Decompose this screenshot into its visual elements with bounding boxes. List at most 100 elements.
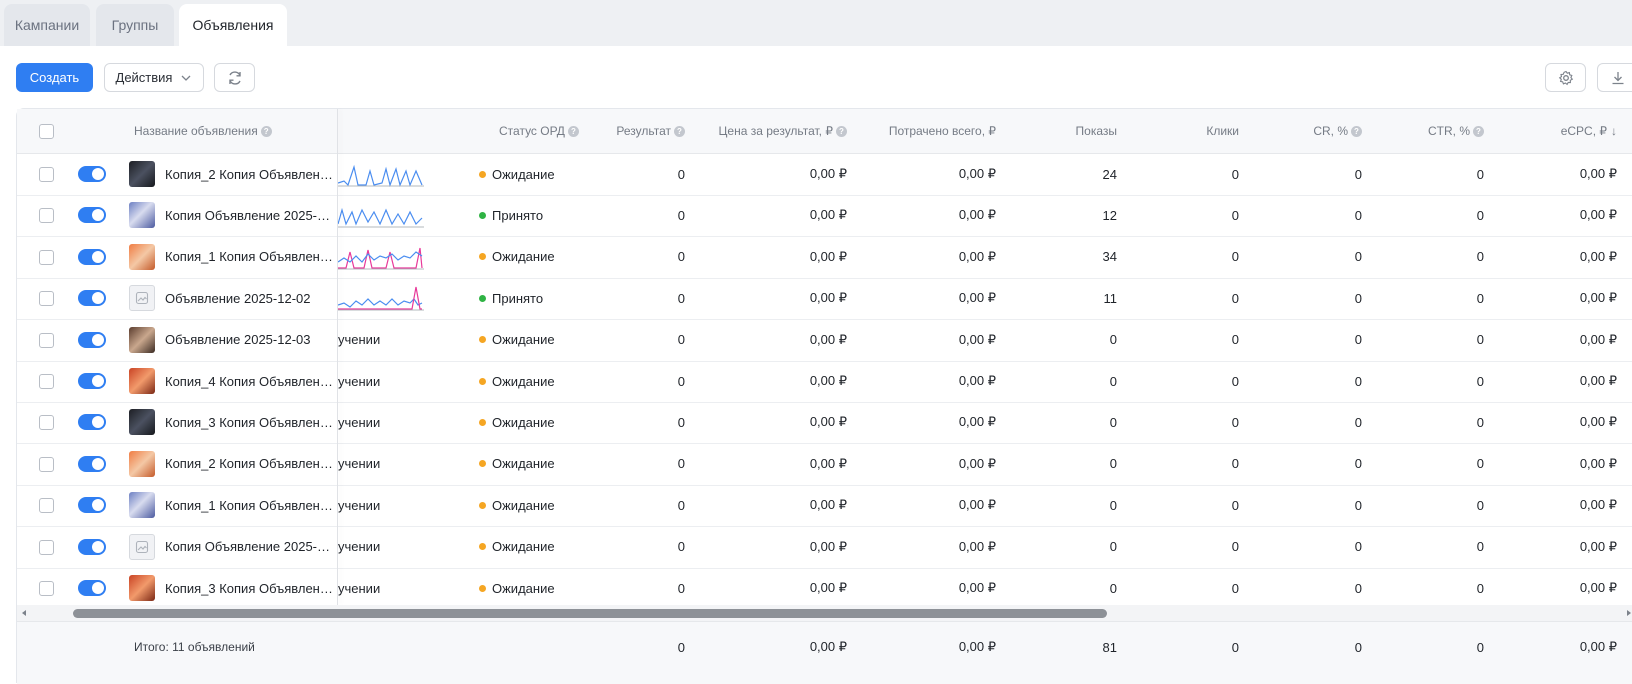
clicks-value: 0 [1231, 456, 1239, 472]
header-impressions[interactable]: Показы [1007, 109, 1117, 153]
scroll-left-arrow-icon[interactable] [20, 609, 28, 617]
scrollbar-thumb[interactable] [73, 609, 1107, 618]
row-checkbox[interactable] [39, 291, 54, 307]
table-row[interactable]: Копия_2 Копия Объявление 2025-12-03учени… [17, 443, 1632, 486]
ad-active-toggle[interactable] [78, 497, 106, 514]
row-checkbox[interactable] [39, 374, 54, 389]
ad-thumbnail[interactable] [129, 161, 155, 187]
clicks-value: 0 [1231, 332, 1239, 348]
ad-active-toggle[interactable] [78, 331, 106, 348]
ad-name-link[interactable]: Копия_4 Копия Объявление 2025-12-03 [165, 360, 337, 402]
ord-status: Ожидание [479, 360, 555, 402]
header-clicks[interactable]: Клики [1127, 109, 1239, 153]
ad-active-toggle[interactable] [78, 538, 106, 555]
row-checkbox[interactable] [39, 208, 54, 224]
ad-thumbnail[interactable] [129, 202, 155, 229]
ad-active-toggle[interactable] [78, 455, 106, 472]
ad-thumbnail[interactable] [129, 243, 155, 270]
tab-label: Кампании [14, 17, 80, 33]
help-icon: ? [260, 125, 272, 137]
ad-thumbnail[interactable] [129, 409, 155, 436]
ad-active-toggle[interactable] [78, 207, 106, 224]
refresh-button[interactable] [214, 63, 255, 92]
table-row[interactable]: Копия_3 Копия Объявление 2025-12-03учени… [17, 567, 1632, 610]
status-dot-icon [479, 501, 486, 509]
ord-status-label: Ожидание [492, 249, 555, 265]
table-row[interactable]: Объявление 2025-12-03 учении Ожидание 0 0,00… [17, 319, 1632, 362]
tab-groups[interactable]: Группы [96, 4, 174, 46]
table-row[interactable]: Объявление 2025-12-02 Принято 0 0,00 ₽ 0,00 … [17, 277, 1632, 321]
tab-ads[interactable]: Объявления [179, 4, 287, 46]
cr-value: 0 [1354, 456, 1362, 472]
ecpc-value: 0,00 ₽ [1579, 580, 1617, 595]
header-ctr[interactable]: CTR, %? [1372, 109, 1484, 153]
ad-name-link[interactable]: Объявление 2025-12-02 [165, 277, 337, 319]
row-checkbox[interactable] [39, 249, 54, 265]
select-all-checkbox[interactable] [39, 124, 54, 139]
header-label: Статус ОРД [499, 124, 565, 138]
total-result: 0 [677, 639, 685, 655]
ad-active-toggle[interactable] [78, 166, 106, 182]
header-price[interactable]: Цена за результат, ₽? [697, 109, 847, 153]
table-row[interactable]: Копия_4 Копия Объявление 2025-12-03учени… [17, 360, 1632, 403]
ad-name-link[interactable]: Копия_2 Копия Объявление 2025-12-03 [165, 443, 337, 485]
status-dot-icon [479, 584, 486, 592]
row-checkbox[interactable] [39, 456, 54, 472]
download-button[interactable] [1597, 63, 1632, 92]
ad-name-link[interactable]: Объявление 2025-12-03 [165, 319, 337, 361]
row-checkbox[interactable] [39, 167, 54, 182]
ad-thumbnail[interactable] [129, 326, 155, 353]
ad-name-link[interactable]: Копия_2 Копия Объявление 2025-12-03 [165, 153, 337, 195]
clicks-value: 0 [1231, 290, 1239, 306]
ord-status: Принято [479, 277, 543, 319]
ad-active-toggle[interactable] [78, 290, 106, 307]
ecpc-value: 0,00 ₽ [1579, 166, 1617, 181]
table-row[interactable]: Копия_1 Копия Объявление 2025-12-03учени… [17, 484, 1632, 528]
ad-name-link[interactable]: Копия_1 Копия Объявление 2025-12-03 [165, 484, 337, 526]
gear-icon [1558, 70, 1573, 85]
table-row[interactable]: Копия_2 Копия Объявление 2025-12-03 Ожида… [17, 153, 1632, 196]
ecpc-value: 0,00 ₽ [1579, 455, 1617, 471]
table-settings-button[interactable] [1545, 63, 1586, 92]
horizontal-scrollbar[interactable] [17, 605, 1632, 621]
status-dot-icon [479, 543, 486, 551]
create-button[interactable]: Создать [16, 63, 93, 92]
table-row[interactable]: Копия_1 Копия Объявление 2025-12-03 Ожида… [17, 236, 1632, 279]
ad-thumbnail[interactable] [129, 575, 155, 601]
header-name[interactable]: Название объявления? [134, 109, 272, 153]
ecpc-value: 0,00 ₽ [1579, 414, 1617, 430]
header-ord-status[interactable]: Статус ОРД? [499, 109, 579, 153]
ad-name: Копия Объявление 2025-12-02 [165, 539, 337, 555]
tab-campaigns[interactable]: Кампании [4, 4, 90, 46]
table-row[interactable]: Копия Объявление 2025-12-02 Принято 0 0,00 … [17, 194, 1632, 238]
ad-name-link[interactable]: Копия_3 Копия Объявление 2025-12-03 [165, 567, 337, 609]
ad-name-link[interactable]: Копия_3 Копия Объявление 2025-12-03 [165, 401, 337, 443]
ad-thumbnail[interactable] [129, 492, 155, 519]
header-cr[interactable]: CR, %? [1247, 109, 1362, 153]
ad-name-link[interactable]: Копия Объявление 2025-12-02 [165, 194, 337, 236]
header-result[interactable]: Результат? [577, 109, 685, 153]
actions-dropdown[interactable]: Действия [104, 63, 204, 92]
ad-name-link[interactable]: Копия Объявление 2025-12-02 [165, 526, 337, 568]
row-checkbox[interactable] [39, 498, 54, 514]
ad-active-toggle[interactable] [78, 414, 106, 431]
help-icon: ? [567, 125, 579, 137]
table-row[interactable]: Копия Объявление 2025-12-02 учении Ожидани… [17, 526, 1632, 569]
table-row[interactable]: Копия_3 Копия Объявление 2025-12-03учени… [17, 401, 1632, 445]
ad-thumbnail[interactable] [129, 450, 155, 477]
row-checkbox[interactable] [39, 332, 54, 348]
header-spent[interactable]: Потрачено всего, ₽ [857, 109, 996, 153]
scroll-right-arrow-icon[interactable] [1625, 609, 1632, 617]
ad-active-toggle[interactable] [78, 580, 106, 596]
row-checkbox[interactable] [39, 539, 54, 555]
header-ecpc[interactable]: eCPC, ₽ ↓ [1497, 109, 1617, 153]
ad-active-toggle[interactable] [78, 373, 106, 389]
ad-thumbnail[interactable] [129, 368, 155, 394]
header-label: Название объявления [134, 124, 258, 138]
create-button-label: Создать [29, 70, 80, 85]
ad-active-toggle[interactable] [78, 248, 106, 265]
ctr-value: 0 [1476, 166, 1484, 182]
row-checkbox[interactable] [39, 415, 54, 431]
row-checkbox[interactable] [39, 581, 54, 596]
ad-name-link[interactable]: Копия_1 Копия Объявление 2025-12-03 [165, 236, 337, 278]
